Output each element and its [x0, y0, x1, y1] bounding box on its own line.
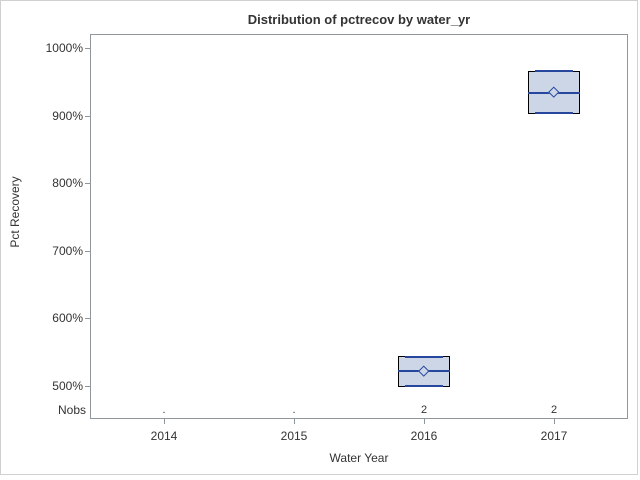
y-tick-label: 1000%	[45, 41, 83, 55]
x-tick-mark	[424, 419, 425, 424]
nobs-value: .	[292, 404, 296, 416]
nobs-value: 2	[550, 404, 558, 416]
whisker-cap-lower	[535, 112, 573, 115]
y-tick-label: 800%	[52, 176, 83, 190]
y-tick-mark	[85, 183, 90, 184]
whisker-cap-upper	[535, 70, 573, 73]
y-tick-label: 700%	[52, 244, 83, 258]
x-tick-label: 2015	[280, 429, 308, 443]
x-axis-title: Water Year	[329, 451, 389, 465]
x-tick-mark	[554, 419, 555, 424]
y-tick-mark	[85, 251, 90, 252]
y-tick-label: 500%	[52, 379, 83, 393]
y-tick-label: 900%	[52, 109, 83, 123]
y-tick-mark	[85, 318, 90, 319]
whisker-cap-upper	[405, 355, 443, 358]
x-tick-mark	[294, 419, 295, 424]
chart-title: Distribution of pctrecov by water_yr	[247, 12, 471, 27]
y-tick-label: 600%	[52, 311, 83, 325]
x-tick-mark	[164, 419, 165, 424]
x-tick-label: 2016	[410, 429, 438, 443]
y-tick-mark	[85, 116, 90, 117]
y-tick-mark	[85, 48, 90, 49]
y-tick-mark	[85, 386, 90, 387]
x-tick-label: 2014	[150, 429, 178, 443]
nobs-value: .	[162, 404, 166, 416]
nobs-row-label: Nobs	[57, 403, 86, 417]
whisker-cap-lower	[405, 385, 443, 388]
nobs-value: 2	[420, 404, 428, 416]
x-tick-label: 2017	[540, 429, 568, 443]
